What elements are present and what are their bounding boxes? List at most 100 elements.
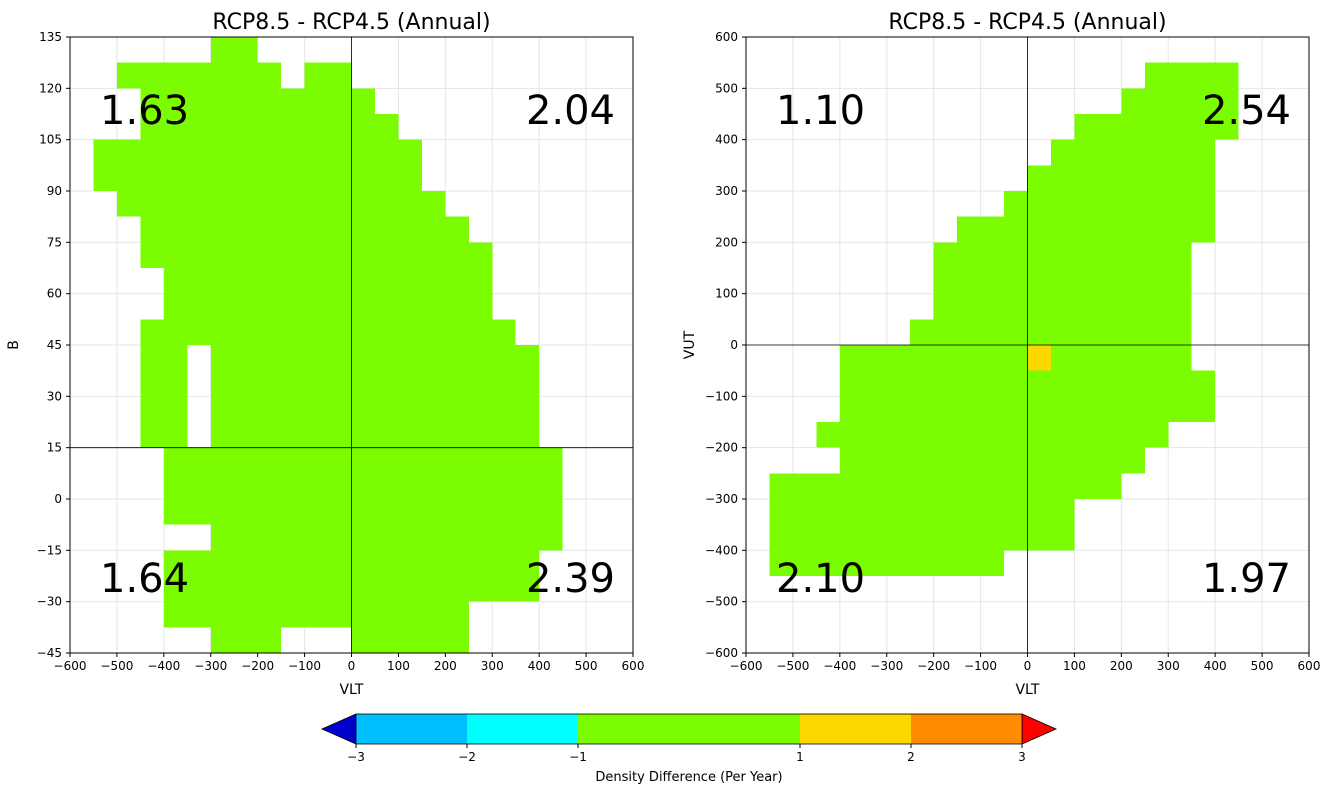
- x-tick-label: 200: [434, 659, 457, 673]
- heatmap-cell: [140, 88, 352, 114]
- x-tick-label: 500: [575, 659, 598, 673]
- heatmap-cell: [93, 139, 422, 191]
- heatmap-cell: [140, 216, 469, 243]
- heatmap-cell: [910, 319, 1192, 345]
- x-tick-label: −500: [100, 659, 133, 673]
- heatmap-cell: [116, 62, 282, 89]
- colorbar-tick-label: −2: [458, 750, 476, 764]
- y-tick-label: 75: [47, 235, 62, 249]
- heatmap-cell: [210, 345, 540, 448]
- y-tick-label: −400: [705, 543, 738, 557]
- heatmap-cell: [140, 242, 493, 268]
- y-tick-label: 135: [39, 30, 62, 44]
- heatmap-cell: [116, 191, 446, 217]
- heatmap-cell: [769, 499, 1075, 551]
- colorbar-tick-label: 3: [1018, 750, 1026, 764]
- x-tick-label: −300: [870, 659, 903, 673]
- y-tick-label: 100: [715, 287, 738, 301]
- heatmap-cell: [140, 319, 516, 345]
- x-tick-label: 100: [387, 659, 410, 673]
- y-tick-label: −500: [705, 595, 738, 609]
- heatmap-cell: [140, 114, 399, 140]
- y-tick-label: −100: [705, 389, 738, 403]
- y-tick-label: 0: [54, 492, 62, 506]
- heatmap-cell: [1050, 345, 1192, 371]
- quadrant-label: 1.64: [100, 556, 189, 602]
- x-tick-label: 200: [1110, 659, 1133, 673]
- colorbar-min-extension: [321, 713, 357, 745]
- heatmap-cell: [351, 88, 375, 114]
- quadrant-label: 2.04: [526, 88, 615, 134]
- x-axis-label: VLT: [339, 682, 363, 698]
- heatmap-cell: [304, 62, 352, 89]
- quadrant-label: 2.10: [776, 556, 865, 602]
- x-tick-label: −200: [917, 659, 950, 673]
- heatmap-cell: [163, 268, 493, 320]
- x-tick-label: −300: [194, 659, 227, 673]
- y-tick-label: −15: [37, 543, 62, 557]
- x-tick-label: −100: [288, 659, 321, 673]
- colorbar-tick-label: −1: [569, 750, 587, 764]
- x-tick-label: −500: [776, 659, 809, 673]
- colorbar-segment: [800, 714, 911, 744]
- quadrant-label: 2.39: [526, 556, 615, 602]
- y-tick-label: 30: [47, 389, 62, 403]
- heatmap-cell: [769, 473, 1122, 499]
- x-tick-label: −400: [823, 659, 856, 673]
- left-panel: −600 −500 −400 −300 −200 −100 0 100 200 300 400 500…: [6, 10, 644, 698]
- colorbar-label: Density Difference (Per Year): [595, 770, 782, 785]
- y-tick-label: −600: [705, 646, 738, 660]
- x-axis-label: VLT: [1015, 682, 1039, 698]
- colorbar: −3 −2 −1 1 2 3 Density Difference (Per Year): [321, 713, 1057, 785]
- colorbar-max-extension: [1021, 713, 1057, 745]
- y-axis-label: B: [6, 340, 22, 350]
- y-tick-label: 105: [39, 133, 62, 147]
- quadrant-label: 2.54: [1202, 88, 1291, 134]
- x-tick-label: 300: [481, 659, 504, 673]
- chart-title: RCP8.5 - RCP4.5 (Annual): [888, 10, 1166, 35]
- y-tick-label: 90: [47, 184, 62, 198]
- y-tick-label: 400: [715, 133, 738, 147]
- right-panel: −600 −500 −400 −300 −200 −100 0 100 200 300 400 500…: [682, 10, 1320, 698]
- heatmap-cell: [1027, 165, 1216, 191]
- chart-title: RCP8.5 - RCP4.5 (Annual): [212, 10, 490, 35]
- heatmap-cell: [351, 627, 469, 653]
- colorbar-frame: [355, 713, 1023, 745]
- heatmap-cell: [1004, 191, 1216, 217]
- heatmap-cell: [210, 627, 282, 653]
- heatmap-cell: [140, 345, 188, 448]
- colorbar-segment: [578, 714, 800, 744]
- heatmap-cell: [933, 242, 1192, 320]
- y-tick-label: −30: [37, 595, 62, 609]
- colorbar-segment: [356, 714, 467, 744]
- quadrant-label: 1.97: [1202, 556, 1291, 602]
- x-tick-label: 0: [348, 659, 356, 673]
- colorbar-tick-label: −3: [347, 750, 365, 764]
- x-tick-label: −400: [147, 659, 180, 673]
- heatmap-cell: [163, 601, 469, 628]
- colorbar-segment: [911, 714, 1022, 744]
- heatmap-cell: [1027, 345, 1051, 371]
- y-tick-label: 0: [730, 338, 738, 352]
- x-tick-label: −600: [730, 659, 763, 673]
- x-tick-label: 600: [622, 659, 645, 673]
- y-tick-label: 45: [47, 338, 62, 352]
- y-tick-label: −300: [705, 492, 738, 506]
- y-tick-label: 200: [715, 235, 738, 249]
- colorbar-tick-label: 2: [907, 750, 915, 764]
- heatmap-cell: [957, 550, 1005, 576]
- quadrant-label: 1.10: [776, 88, 865, 134]
- y-tick-label: 60: [47, 287, 62, 301]
- heatmap-cell: [1050, 139, 1216, 166]
- heatmap-cell: [839, 447, 1145, 474]
- y-tick-label: 600: [715, 30, 738, 44]
- heatmap-cell: [210, 37, 258, 63]
- y-axis-label: VUT: [682, 330, 698, 359]
- x-tick-label: 600: [1298, 659, 1321, 673]
- x-tick-label: 100: [1063, 659, 1086, 673]
- heatmap-cell: [210, 524, 563, 551]
- heatmap-cell: [792, 550, 934, 576]
- x-tick-label: −200: [241, 659, 274, 673]
- y-tick-label: −45: [37, 646, 62, 660]
